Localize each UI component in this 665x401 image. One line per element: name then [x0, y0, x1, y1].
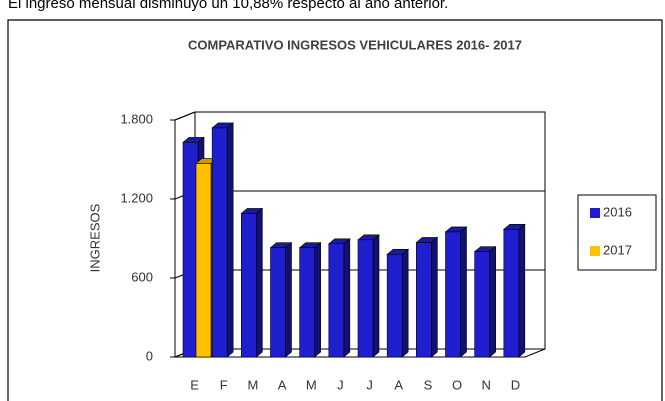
- x-tick-label: A: [278, 377, 287, 392]
- legend-box: [577, 194, 657, 271]
- bar: [386, 254, 403, 358]
- bar: [299, 247, 315, 358]
- bar: [357, 239, 374, 358]
- x-tick-label: M: [306, 377, 317, 392]
- bar: [270, 247, 286, 358]
- legend-swatch: [590, 208, 600, 218]
- x-tick-label: D: [511, 377, 520, 392]
- x-tick-label: S: [424, 377, 433, 392]
- x-tick-label: J: [337, 377, 344, 392]
- x-tick-label: A: [394, 377, 403, 392]
- intro-text: El ingreso mensual disminuyó un 10,88% r…: [8, 0, 448, 12]
- bar-side: [314, 242, 321, 358]
- x-tick-label: M: [247, 377, 258, 392]
- bar-side: [489, 246, 496, 358]
- bar: [503, 228, 520, 358]
- bar-side: [401, 248, 409, 358]
- bar-side: [431, 236, 438, 358]
- chart-frame: [7, 19, 663, 401]
- bar-side: [460, 226, 467, 358]
- x-tick-label: J: [366, 377, 373, 392]
- bar-side: [285, 242, 292, 358]
- bar: [211, 127, 228, 358]
- bar: [328, 243, 345, 358]
- legend-label: 2016: [603, 204, 632, 219]
- y-tick-label: 1.200: [120, 190, 153, 205]
- x-tick-label: E: [190, 377, 199, 392]
- legend-swatch: [590, 246, 600, 256]
- bar: [241, 213, 257, 358]
- x-tick-label: N: [482, 377, 491, 392]
- chart-title: COMPARATIVO INGRESOS VEHICULARES 2016- 2…: [188, 37, 522, 52]
- bar-side: [518, 223, 526, 358]
- bar-side: [372, 234, 380, 358]
- y-tick-label: 0: [146, 348, 153, 363]
- bar-side: [343, 238, 351, 358]
- bar: [445, 231, 461, 358]
- bar-side: [226, 122, 234, 358]
- grid-line: [174, 111, 196, 121]
- y-tick-label: 1.800: [120, 111, 153, 126]
- bar: [474, 251, 490, 358]
- legend-label: 2017: [603, 242, 632, 257]
- bar: [195, 163, 212, 358]
- x-tick-label: F: [220, 377, 228, 392]
- bar-side: [256, 207, 263, 358]
- y-tick-label: 600: [131, 269, 153, 284]
- bar: [416, 242, 432, 358]
- x-tick-label: O: [452, 377, 462, 392]
- y-axis-label: INGRESOS: [87, 203, 102, 272]
